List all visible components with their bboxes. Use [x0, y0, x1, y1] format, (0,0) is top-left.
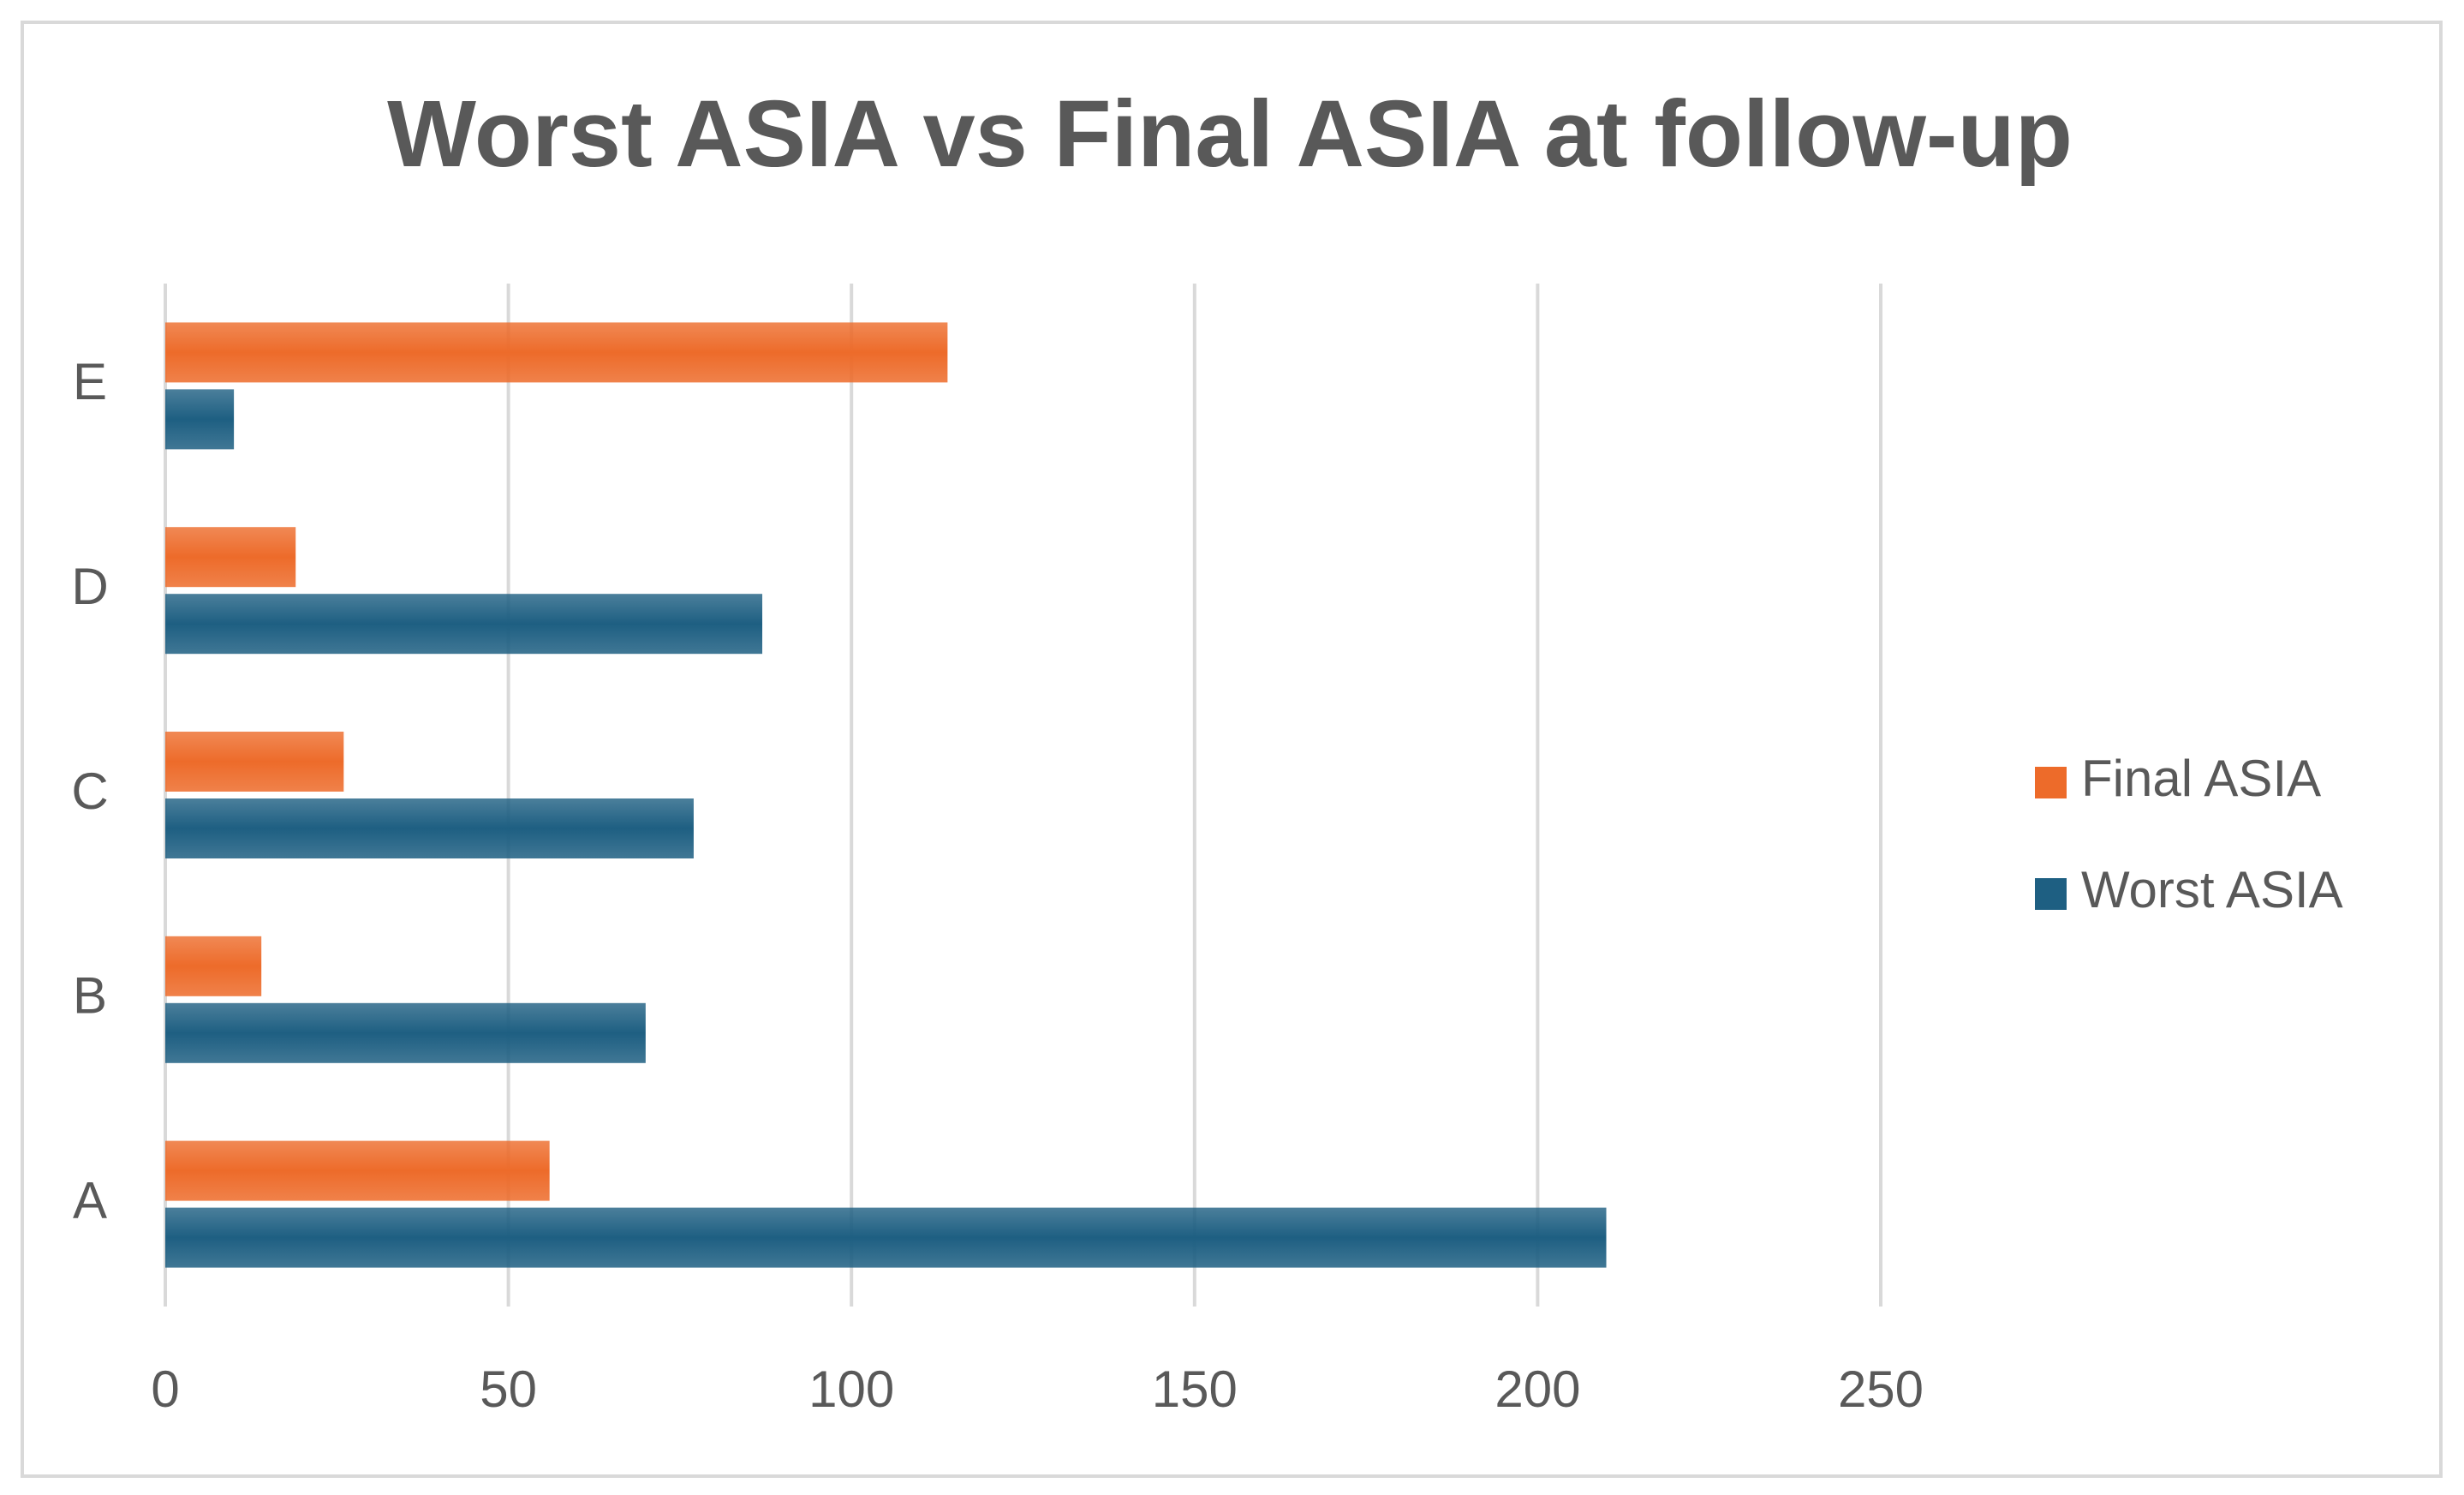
x-tick-label: 50: [480, 1360, 537, 1418]
bar: [165, 527, 296, 588]
legend-label: Final ASIA: [2081, 750, 2321, 807]
x-tick-label: 200: [1495, 1360, 1580, 1418]
bar: [165, 322, 948, 383]
bar: [165, 732, 344, 792]
bar: [165, 1002, 646, 1063]
bar: [165, 936, 262, 996]
y-tick-label: D: [71, 558, 108, 615]
x-tick-label: 150: [1152, 1360, 1238, 1418]
chart-title: Worst ASIA vs Final ASIA at follow-up: [387, 81, 2073, 187]
y-tick-label: E: [73, 353, 107, 410]
bar: [165, 798, 694, 858]
bar: [165, 1207, 1607, 1268]
legend-swatch: [2035, 767, 2067, 798]
x-tick-label: 250: [1838, 1360, 1924, 1418]
bar: [165, 1140, 550, 1201]
legend-label: Worst ASIA: [2081, 861, 2343, 918]
x-tick-label: 0: [151, 1360, 179, 1418]
bar: [165, 389, 235, 450]
legend-swatch: [2035, 878, 2067, 910]
bar: [165, 594, 763, 655]
y-tick-label: A: [73, 1171, 107, 1229]
y-tick-label: C: [71, 762, 108, 820]
x-tick-label: 100: [808, 1360, 894, 1418]
y-tick-label: B: [73, 967, 107, 1025]
